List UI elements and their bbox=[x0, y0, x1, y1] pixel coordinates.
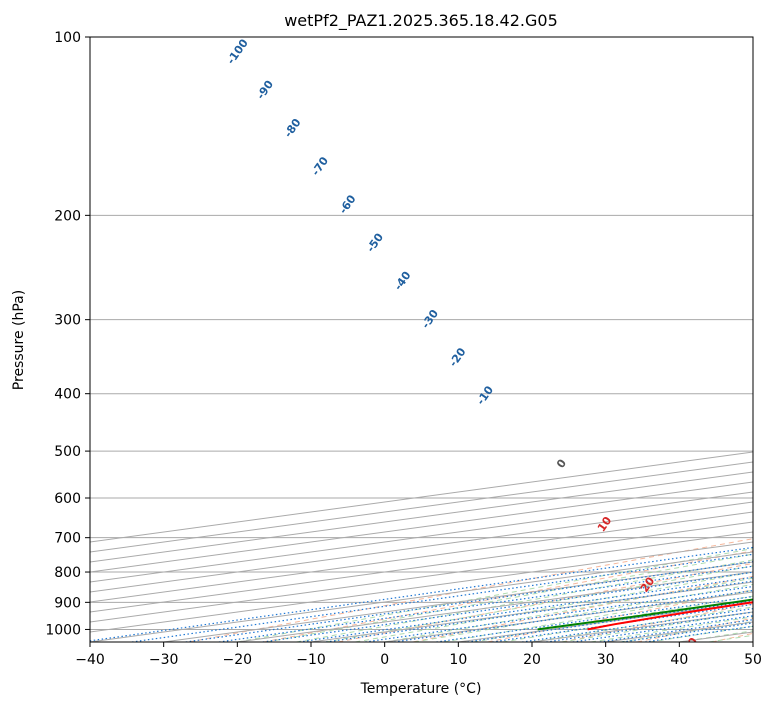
mixing-ratio-line bbox=[365, 585, 753, 642]
isotherm-line bbox=[90, 501, 753, 593]
y-tick-label: 1000 bbox=[45, 622, 81, 638]
isotherm-line bbox=[90, 481, 753, 573]
isotherm-line bbox=[90, 451, 753, 543]
x-axis-title: Temperature (°C) bbox=[360, 681, 482, 697]
moist-adiabat-label: 30 bbox=[681, 635, 701, 655]
dry-adiabat-line bbox=[487, 589, 753, 642]
y-axis-title: Pressure (hPa) bbox=[11, 290, 27, 390]
dry-adiabat-line bbox=[263, 550, 753, 642]
x-tick-label: 40 bbox=[670, 652, 688, 668]
isotherm-line bbox=[90, 521, 753, 613]
y-tick-label: 400 bbox=[54, 387, 81, 403]
isotherm-line bbox=[90, 511, 753, 603]
mixing-ratio-line bbox=[299, 576, 753, 642]
moist-adiabat-line bbox=[325, 565, 753, 642]
y-tick-label: 500 bbox=[54, 444, 81, 460]
isotherms bbox=[90, 451, 753, 642]
x-tick-label: −40 bbox=[75, 652, 105, 668]
x-tick-label: 50 bbox=[744, 652, 762, 668]
chart-title: wetPf2_PAZ1.2025.365.18.42.G05 bbox=[284, 11, 558, 31]
x-tick-label: −10 bbox=[296, 652, 326, 668]
mixing-ratio-lines bbox=[90, 546, 753, 642]
y-tick-label: 900 bbox=[54, 595, 81, 611]
mixing-ratio-line bbox=[326, 580, 753, 642]
x-tick-label: 20 bbox=[523, 652, 541, 668]
mixing-ratio-line bbox=[262, 571, 753, 642]
plot-frame bbox=[89, 36, 754, 643]
mixing-ratio-line bbox=[90, 546, 753, 642]
isotherm-line bbox=[90, 461, 753, 553]
x-tick-label: 10 bbox=[449, 652, 467, 668]
y-axis: 100 200 300 400 500 600 700 800 900 1000 bbox=[45, 30, 90, 638]
pressure-gridlines bbox=[90, 37, 753, 630]
plot-area: -100-90-80-70-60-50-40-30-20-10010203040… bbox=[90, 37, 753, 655]
dry-adiabats bbox=[188, 538, 753, 642]
y-tick-label: 600 bbox=[54, 491, 81, 507]
moist-adiabat-line bbox=[473, 595, 753, 642]
isotherm-line bbox=[90, 531, 753, 623]
x-tick-label: −20 bbox=[223, 652, 253, 668]
moist-adiabat-line bbox=[237, 548, 753, 642]
y-tick-label: 300 bbox=[54, 313, 81, 329]
x-tick-label: 0 bbox=[380, 652, 389, 668]
x-tick-label: −30 bbox=[149, 652, 179, 668]
y-tick-label: 100 bbox=[54, 30, 81, 46]
y-tick-label: 800 bbox=[54, 565, 81, 581]
dry-adiabat-line bbox=[412, 575, 753, 642]
isotherm-line bbox=[90, 471, 753, 563]
y-tick-label: 200 bbox=[54, 208, 81, 224]
isotherm-line bbox=[90, 491, 753, 583]
x-axis: −40 −30 −20 −10 0 10 20 30 40 50 bbox=[75, 642, 762, 668]
y-tick-label: 700 bbox=[54, 531, 81, 547]
x-tick-label: 30 bbox=[597, 652, 615, 668]
